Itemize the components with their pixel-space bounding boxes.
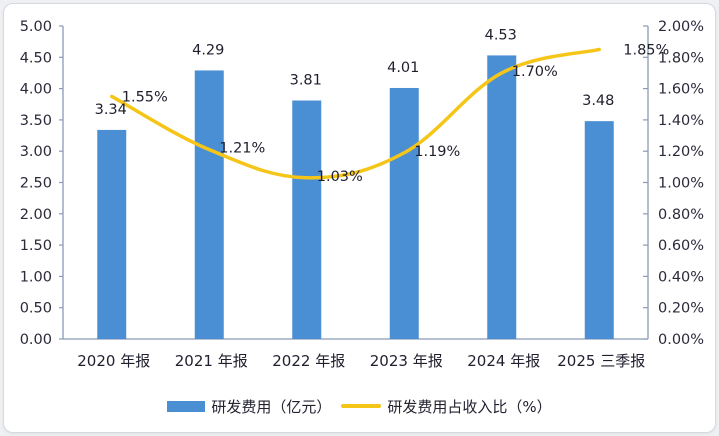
bar[interactable] xyxy=(194,70,224,340)
right-tick-label: 0.40% xyxy=(658,269,704,285)
left-tick-label: 1.00 xyxy=(20,269,52,285)
bar[interactable] xyxy=(389,87,419,339)
left-tick-label: 0.50 xyxy=(20,301,52,317)
legend-bar-label: 研发费用（亿元） xyxy=(211,397,332,416)
right-tick-label: 1.60% xyxy=(658,82,704,98)
line-path[interactable] xyxy=(110,47,601,180)
left-tick-label: 3.00 xyxy=(20,144,52,160)
legend-line-swatch xyxy=(341,404,382,408)
legend: 研发费用（亿元） 研发费用占收入比（%） xyxy=(0,394,719,418)
legend-line-label: 研发费用占收入比（%） xyxy=(387,397,552,416)
right-tick-label: 0.20% xyxy=(658,301,704,317)
legend-bar-swatch xyxy=(167,400,206,412)
right-tick-label: 1.00% xyxy=(658,176,704,192)
bar[interactable] xyxy=(292,100,322,339)
line-value-label: 1.21% xyxy=(219,141,265,157)
right-tick-label: 0.80% xyxy=(658,207,704,223)
left-tick-label: 3.50 xyxy=(20,113,52,129)
bar-value-label: 3.34 xyxy=(95,102,127,118)
bar-value-label: 3.81 xyxy=(290,72,322,88)
line-value-label: 1.03% xyxy=(317,169,363,185)
bar-value-label: 4.53 xyxy=(485,27,517,43)
bar-value-label: 4.01 xyxy=(387,60,419,76)
right-axis: 0.00% 0.20% 0.40% 0.60% 0.80% 1.00% 1.20% 1.40%… xyxy=(643,19,704,348)
category-label: 2025 三季报 xyxy=(557,352,645,370)
category-axis: 2020 年报 2021 年报 2022 年报 2023 年报 2024 年报 2025 … xyxy=(77,352,645,370)
right-tick-label: 0.00% xyxy=(658,332,704,348)
legend-item-bar[interactable]: 研发费用（亿元） xyxy=(167,396,331,417)
right-tick-label: 0.60% xyxy=(658,238,704,254)
bar-value-label: 4.29 xyxy=(192,42,224,58)
category-label: 2020 年报 xyxy=(77,352,150,370)
category-label: 2021 年报 xyxy=(175,352,248,370)
left-tick-label: 4.50 xyxy=(20,50,52,66)
bar[interactable] xyxy=(97,129,127,339)
left-axis: 0.00 0.50 1.00 1.50 2.00 2.50 3.00 3.50 4.00 4.50… xyxy=(20,19,648,348)
bar[interactable] xyxy=(584,121,614,339)
line-series xyxy=(110,47,601,180)
data-labels: 3.34 4.29 3.81 4.01 4.53 3.48 1.55% 1.21% 1.03% 1… xyxy=(95,27,670,184)
right-tick-label: 2.00% xyxy=(658,19,704,35)
left-tick-label: 5.00 xyxy=(20,19,52,35)
right-tick-label: 1.80% xyxy=(658,50,704,66)
right-tick-label: 1.40% xyxy=(658,113,704,129)
line-value-label: 1.55% xyxy=(122,89,168,105)
right-tick-label: 1.20% xyxy=(658,144,704,160)
category-label: 2023 年报 xyxy=(370,352,443,370)
left-tick-label: 0.00 xyxy=(20,332,52,348)
category-label: 2024 年报 xyxy=(467,352,540,370)
line-value-label: 1.70% xyxy=(512,64,558,80)
left-tick-label: 2.00 xyxy=(20,207,52,223)
line-value-label: 1.19% xyxy=(414,144,460,160)
left-tick-label: 2.50 xyxy=(20,176,52,192)
category-label: 2022 年报 xyxy=(272,352,345,370)
bar-series xyxy=(97,55,614,340)
bar[interactable] xyxy=(487,55,517,340)
legend-item-line[interactable]: 研发费用占收入比（%） xyxy=(331,396,552,417)
left-tick-label: 1.50 xyxy=(20,238,52,254)
left-tick-label: 4.00 xyxy=(20,82,52,98)
line-value-label: 1.85% xyxy=(623,42,669,58)
bar-value-label: 3.48 xyxy=(582,93,614,109)
